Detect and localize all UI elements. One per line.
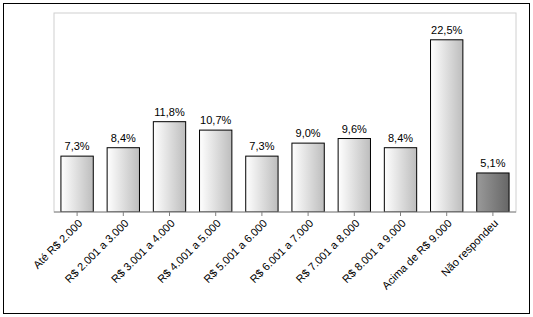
- bar: [246, 156, 278, 212]
- x-tick: [123, 212, 124, 216]
- x-tick: [400, 212, 401, 216]
- bar: [200, 130, 232, 212]
- x-axis: Até R$ 2.000R$ 2.001 a 3.000R$ 3.001 a 4…: [31, 212, 516, 292]
- bar: [292, 143, 324, 212]
- data-label: 9,0%: [296, 127, 321, 139]
- data-labels: 7,3% 8,4% 11,8% 10,7% 7,3% 9,0% 9,6% 8,4% 22,5% 5…: [65, 24, 506, 169]
- data-label: 11,8%: [154, 106, 185, 118]
- bar: [384, 148, 416, 212]
- x-tick: [261, 212, 262, 216]
- data-label: 9,6%: [342, 123, 367, 135]
- x-tick: [446, 212, 447, 216]
- x-tick: [308, 212, 309, 216]
- data-label: 8,4%: [111, 132, 136, 144]
- plot-frame: [54, 13, 516, 212]
- data-label: 10,7%: [200, 114, 231, 126]
- data-label: 22,5%: [431, 24, 462, 36]
- data-label: 5,1%: [480, 157, 505, 169]
- data-label: 7,3%: [65, 140, 90, 152]
- bar: [107, 148, 139, 212]
- x-tick: [77, 212, 78, 216]
- x-axis-line: [54, 212, 516, 213]
- data-label: 7,3%: [249, 140, 274, 152]
- x-tick-label: Acima de R$ 9.000: [379, 217, 454, 292]
- chart: 7,3% 8,4% 11,8% 10,7% 7,3% 9,0% 9,6% 8,4% 22,5% 5…: [0, 0, 533, 317]
- bars: [61, 40, 509, 212]
- bar: [477, 173, 509, 212]
- x-tick: [354, 212, 355, 216]
- bar: [153, 122, 185, 212]
- bar: [338, 139, 370, 212]
- chart-container: 7,3% 8,4% 11,8% 10,7% 7,3% 9,0% 9,6% 8,4% 22,5% 5…: [0, 0, 533, 317]
- x-tick: [169, 212, 170, 216]
- bar: [431, 40, 463, 212]
- outer-frame: [4, 4, 530, 314]
- x-tick-label: Não respondeu: [439, 217, 501, 279]
- bar: [61, 156, 93, 212]
- x-tick: [492, 212, 493, 216]
- x-tick: [215, 212, 216, 216]
- data-label: 8,4%: [388, 132, 413, 144]
